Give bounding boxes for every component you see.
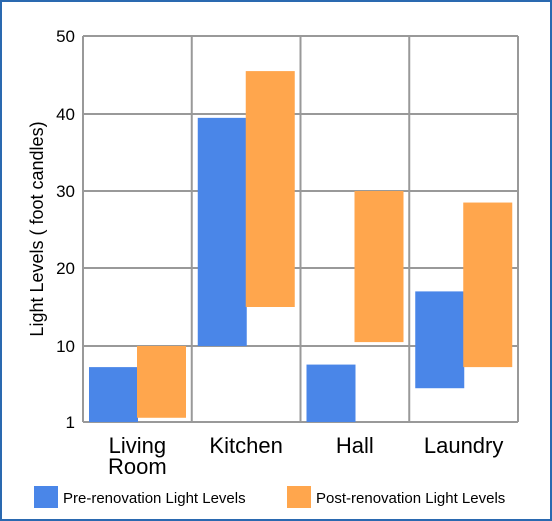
legend-swatch-post bbox=[287, 486, 311, 508]
category-label: Living bbox=[109, 433, 166, 458]
y-tick-label: 30 bbox=[56, 182, 75, 201]
category-label: Room bbox=[108, 454, 167, 479]
bar-pre-living-room bbox=[89, 367, 138, 422]
y-axis-title: Light Levels ( foot candles) bbox=[27, 121, 47, 336]
bar-pre-hall bbox=[306, 364, 356, 422]
y-tick-label: 40 bbox=[56, 105, 75, 124]
legend-label-post: Post-renovation Light Levels bbox=[316, 490, 505, 507]
bar-post-living-room bbox=[137, 346, 186, 418]
y-tick-label: 10 bbox=[56, 337, 75, 356]
category-label: Kitchen bbox=[209, 433, 282, 458]
bar-pre-kitchen bbox=[197, 117, 247, 346]
legend-swatch-pre bbox=[34, 486, 58, 508]
category-label: Laundry bbox=[424, 433, 504, 458]
y-tick-labels: 1 10 20 30 40 50 bbox=[56, 27, 75, 432]
legend: Pre-renovation Light Levels Post-renovati… bbox=[34, 486, 505, 508]
y-tick-label: 20 bbox=[56, 259, 75, 278]
y-tick-label: 1 bbox=[66, 413, 75, 432]
bar-post-kitchen bbox=[245, 71, 295, 307]
bars-layer bbox=[89, 71, 513, 422]
bar-pre-laundry bbox=[415, 291, 465, 389]
bar-post-laundry bbox=[463, 202, 513, 368]
legend-label-pre: Pre-renovation Light Levels bbox=[63, 490, 246, 507]
category-label: Hall bbox=[336, 433, 374, 458]
y-tick-label: 50 bbox=[56, 27, 75, 46]
bar-post-hall bbox=[354, 191, 404, 343]
